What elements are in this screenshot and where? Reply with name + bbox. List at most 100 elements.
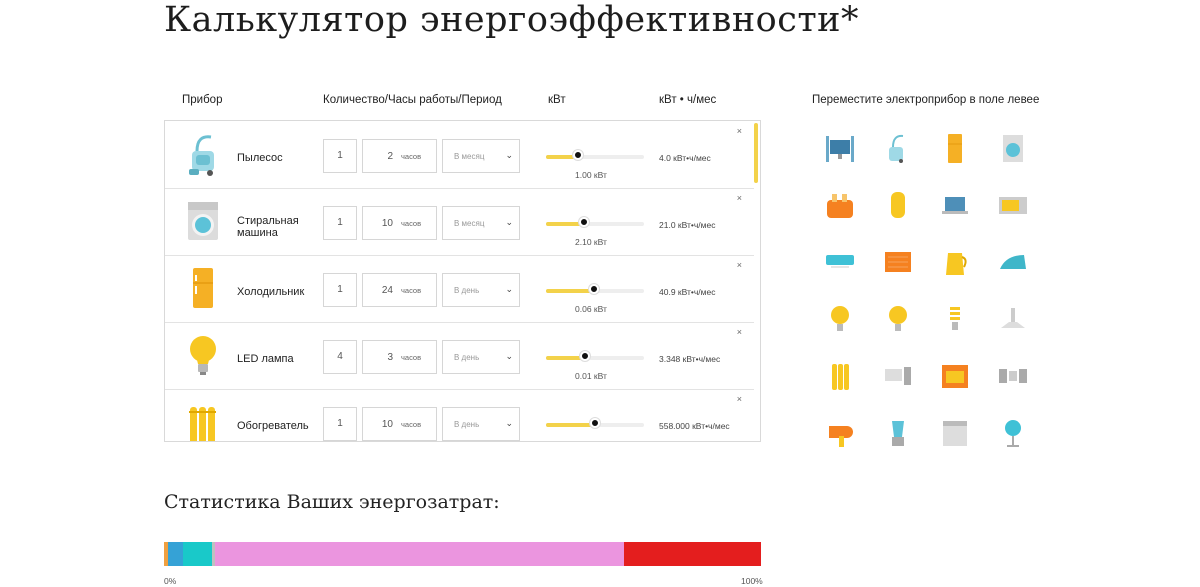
row-name: Пылесос: [237, 152, 283, 164]
quantity-input[interactable]: 4: [323, 340, 357, 374]
row-name: LED лампа: [237, 353, 294, 365]
remove-row-button[interactable]: ×: [736, 126, 742, 136]
energy-saving-bulb-icon[interactable]: [938, 302, 972, 336]
monthly-consumption: 4.0 кВт•ч/мес: [659, 153, 711, 163]
energy-distribution-bar: [164, 542, 761, 566]
stats-title: Статистика Ваших энергозатрат:: [164, 491, 500, 513]
iron-icon[interactable]: [996, 245, 1030, 279]
quantity-input[interactable]: 1: [323, 206, 357, 240]
quantity-input[interactable]: 1: [323, 139, 357, 173]
bar-min-label: 0%: [164, 576, 177, 586]
chevron-down-icon: ⌄: [505, 284, 513, 294]
period-value: В день: [454, 286, 480, 295]
remove-row-button[interactable]: ×: [736, 327, 742, 337]
kw-slider-fill: [546, 356, 586, 360]
period-value: В месяц: [454, 219, 485, 228]
col-header-qty-hours-period: Количество/Часы работы/Период: [323, 94, 502, 106]
kw-slider-fill: [546, 155, 579, 159]
heater-icon[interactable]: [823, 359, 857, 393]
kw-slider[interactable]: [546, 217, 644, 227]
kw-slider[interactable]: [546, 284, 644, 294]
range-hood-icon[interactable]: [996, 302, 1030, 336]
kw-value: 1.00 кВт: [575, 170, 607, 180]
hours-input[interactable]: 24 часов: [362, 273, 437, 307]
hours-input[interactable]: 10 часов: [362, 407, 437, 441]
led-bulb-icon[interactable]: [881, 302, 915, 336]
kw-slider-fill: [546, 222, 585, 226]
period-select[interactable]: В день ⌄: [442, 340, 520, 374]
hours-value: 24: [381, 285, 393, 296]
hours-input[interactable]: 10 часов: [362, 206, 437, 240]
bar-max-label: 100%: [741, 576, 763, 586]
hairdryer-icon[interactable]: [823, 416, 857, 450]
heater-icon: [189, 407, 216, 441]
quantity-input[interactable]: 1: [323, 407, 357, 441]
table-row-fridge: Холодильник 1 24 часов В день ⌄ 0.06 кВт 4…: [165, 255, 754, 323]
col-header-kw: кВт: [548, 94, 566, 106]
kettle-icon[interactable]: [938, 245, 972, 279]
kw-value: 2.10 кВт: [575, 237, 607, 247]
bar-segment: [167, 542, 184, 566]
heated-floor-icon[interactable]: [881, 245, 915, 279]
hours-value: 2: [387, 151, 393, 162]
laptop-icon[interactable]: [938, 188, 972, 222]
table-row-washing-machine: Стиральная машина 1 10 часов В месяц ⌄ 2.1…: [165, 188, 754, 256]
hours-input[interactable]: 2 часов: [362, 139, 437, 173]
kw-slider[interactable]: [546, 150, 644, 160]
monthly-consumption: 558.000 кВт•ч/мес: [659, 421, 730, 431]
scrollbar[interactable]: [754, 123, 758, 183]
fridge-icon[interactable]: [938, 131, 972, 165]
hours-unit: часов: [401, 219, 422, 228]
dishwasher-icon[interactable]: [938, 416, 972, 450]
period-value: В день: [454, 353, 480, 362]
chevron-down-icon: ⌄: [505, 217, 513, 227]
kw-value: 0.01 кВт: [575, 371, 607, 381]
row-name: Обогреватель: [237, 420, 309, 432]
remove-row-button[interactable]: ×: [736, 193, 742, 203]
bar-segment: [212, 542, 215, 566]
hours-unit: часов: [401, 286, 422, 295]
kw-slider-handle[interactable]: [573, 150, 584, 160]
period-value: В день: [454, 420, 480, 429]
hours-unit: часов: [401, 353, 422, 362]
kw-slider[interactable]: [546, 351, 644, 361]
row-name: Холодильник: [237, 286, 305, 298]
boiler-icon[interactable]: [881, 188, 915, 222]
bulb-icon[interactable]: [823, 302, 857, 336]
remove-row-button[interactable]: ×: [736, 260, 742, 270]
hours-input[interactable]: 3 часов: [362, 340, 437, 374]
row-name: Стиральная машина: [237, 215, 299, 239]
hours-unit: часов: [401, 420, 422, 429]
vacuum-icon[interactable]: [881, 131, 915, 165]
period-select[interactable]: В день ⌄: [442, 407, 520, 441]
microwave-icon[interactable]: [996, 188, 1030, 222]
kw-slider-handle[interactable]: [590, 418, 600, 428]
bar-segment: [624, 542, 761, 566]
oven-icon[interactable]: [938, 359, 972, 393]
bar-segment: [164, 542, 168, 566]
quantity-input[interactable]: 1: [323, 273, 357, 307]
fridge-icon: [193, 268, 213, 308]
washing-machine-icon[interactable]: [996, 131, 1030, 165]
page-title: Калькулятор энергоэффективности*: [164, 0, 860, 40]
fan-icon[interactable]: [996, 416, 1030, 450]
remove-row-button[interactable]: ×: [736, 394, 742, 404]
blender-icon[interactable]: [881, 416, 915, 450]
toaster-icon[interactable]: [823, 188, 857, 222]
computer-icon[interactable]: [881, 359, 915, 393]
kw-slider-handle[interactable]: [579, 217, 590, 227]
kw-slider[interactable]: [546, 418, 644, 428]
kw-value: 0.06 кВт: [575, 304, 607, 314]
period-select[interactable]: В месяц ⌄: [442, 139, 520, 173]
appliance-table[interactable]: Пылесос 1 2 часов В месяц ⌄ 1.00 кВт 4.0 к…: [164, 120, 761, 442]
chevron-down-icon: ⌄: [505, 418, 513, 428]
period-select[interactable]: В день ⌄: [442, 273, 520, 307]
kw-slider-handle[interactable]: [580, 351, 591, 361]
kw-slider-fill: [546, 423, 595, 427]
stereo-icon[interactable]: [996, 359, 1030, 393]
table-row-led-lamp: LED лампа 4 3 часов В день ⌄ 0.01 кВт 3.34…: [165, 322, 754, 390]
tv-icon[interactable]: [823, 131, 857, 165]
kw-slider-handle[interactable]: [589, 284, 600, 294]
air-conditioner-icon[interactable]: [823, 245, 857, 279]
period-select[interactable]: В месяц ⌄: [442, 206, 520, 240]
